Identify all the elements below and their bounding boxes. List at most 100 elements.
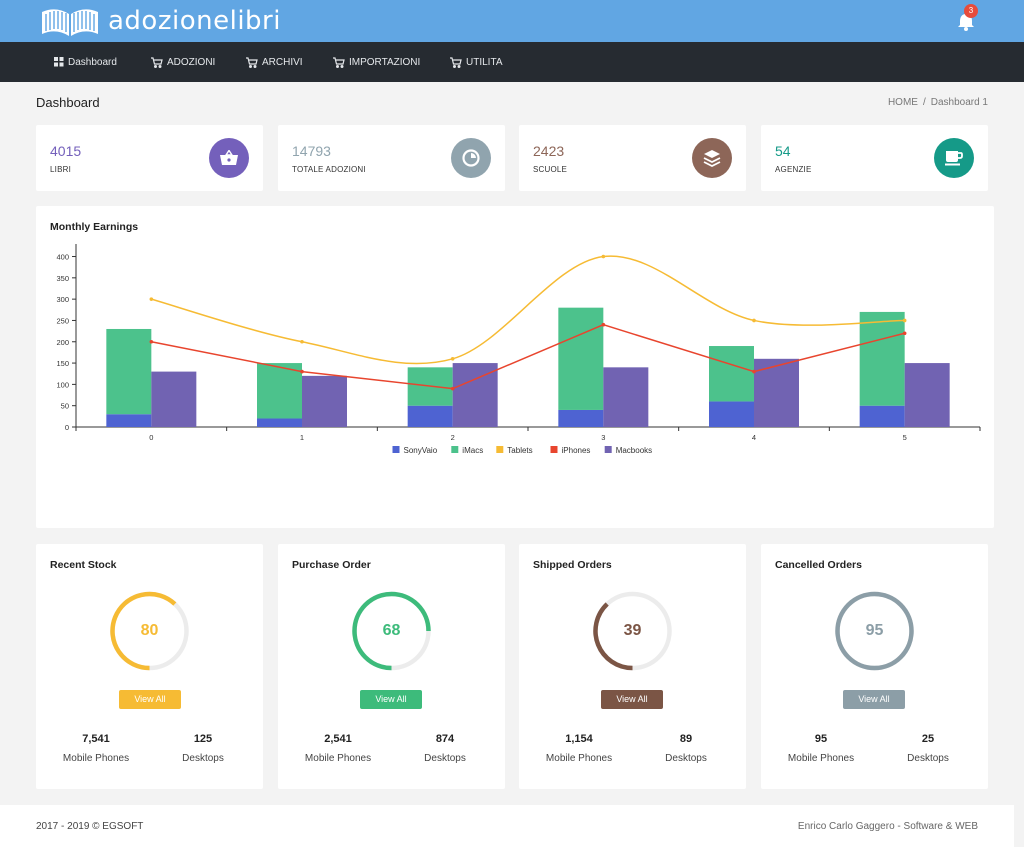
stat-label: TOTALE ADOZIONI bbox=[292, 165, 366, 174]
y-tick-label: 300 bbox=[56, 295, 69, 304]
view-all-data-button[interactable]: View All Data bbox=[119, 690, 181, 723]
bar-sonyvaio bbox=[257, 418, 302, 427]
footer-credit[interactable]: Enrico Carlo Gaggero - Software & WEB bbox=[797, 821, 978, 832]
breadcrumb-current: Dashboard 1 bbox=[930, 97, 988, 108]
x-tick-label: 2 bbox=[451, 433, 455, 442]
legend-label: Tablets bbox=[507, 446, 532, 455]
nav-utilita[interactable]: UTILITA bbox=[450, 42, 502, 82]
gauge-ring bbox=[593, 591, 672, 671]
nav-archivi[interactable]: ARCHIVI bbox=[246, 42, 303, 82]
nav-label: Dashboard bbox=[68, 56, 117, 68]
mobile-phones-label: Mobile Phones bbox=[545, 753, 613, 764]
notification-badge: 3 bbox=[964, 4, 978, 18]
legend-label: iMacs bbox=[462, 446, 483, 455]
gauge-value: 95 bbox=[865, 622, 884, 639]
bar-imacs bbox=[106, 328, 152, 415]
stat-value: 4015 bbox=[50, 143, 82, 159]
point-tablets bbox=[149, 297, 154, 301]
gauge-title: Shipped Orders bbox=[533, 559, 612, 571]
nav-adozioni[interactable]: ADOZIONI bbox=[151, 42, 215, 82]
bar-imacs bbox=[709, 346, 754, 402]
legend-swatch bbox=[604, 446, 612, 453]
bar-sonyvaio bbox=[709, 401, 754, 427]
view-all-data-button[interactable]: View All Data bbox=[360, 690, 422, 723]
mobile-phones-count: 7,541 bbox=[82, 733, 110, 745]
bar-macbooks bbox=[302, 375, 347, 427]
stat-value: 14793 bbox=[292, 143, 331, 159]
monthly-earnings-card: Monthly Earnings 0 50 100 150 200 250 300 350 40… bbox=[36, 206, 994, 528]
x-tick-label: 0 bbox=[149, 433, 153, 442]
y-tick-label: 250 bbox=[56, 316, 69, 325]
nav-dashboard[interactable]: Dashboard bbox=[54, 42, 117, 82]
bar-imacs bbox=[558, 307, 604, 410]
point-iphones bbox=[149, 339, 154, 344]
footer: 2017 - 2019 © EGSOFT Enrico Carlo Gagger… bbox=[0, 805, 1014, 847]
gauge-ring bbox=[835, 591, 914, 671]
gauge-value: 39 bbox=[623, 622, 642, 639]
y-tick-label: 400 bbox=[56, 253, 69, 262]
mobile-phones-count: 2,541 bbox=[324, 733, 352, 745]
legend-swatch bbox=[550, 446, 558, 453]
mobile-phones-label: Mobile Phones bbox=[787, 753, 855, 764]
cart-icon bbox=[450, 56, 462, 68]
point-tablets bbox=[902, 318, 907, 323]
gauge-ring bbox=[110, 591, 189, 671]
main-nav: Dashboard ADOZIONI ARCHIVI IMPORTAZIONI … bbox=[0, 42, 1024, 82]
x-tick-label: 1 bbox=[300, 433, 304, 442]
stat-card-libri: 4015 LIBRI bbox=[36, 125, 263, 191]
x-tick-label: 5 bbox=[903, 433, 907, 442]
desktops-count: 25 bbox=[921, 733, 935, 745]
bar-sonyvaio bbox=[106, 414, 152, 427]
bar-macbooks bbox=[904, 363, 950, 427]
logo[interactable]: adozionelibri bbox=[38, 4, 281, 38]
view-all-data-button[interactable]: View All Data bbox=[843, 690, 905, 723]
nav-label: IMPORTAZIONI bbox=[349, 56, 421, 68]
gauge-title: Purchase Order bbox=[292, 559, 371, 571]
desktops-count: 125 bbox=[193, 733, 213, 745]
legend-label: iPhones bbox=[562, 446, 591, 455]
stat-label: LIBRI bbox=[50, 165, 72, 174]
stat-label: AGENZIE bbox=[775, 165, 812, 174]
nav-label: ARCHIVI bbox=[262, 56, 303, 68]
stat-card-adozioni: 14793 TOTALE ADOZIONI bbox=[278, 125, 505, 191]
nav-label: ADOZIONI bbox=[167, 56, 216, 68]
top-bar: adozionelibri 3 bbox=[0, 0, 1024, 42]
y-tick-label: 100 bbox=[56, 380, 69, 389]
point-iphones bbox=[902, 331, 907, 336]
basket-icon bbox=[209, 138, 249, 178]
nav-importazioni[interactable]: IMPORTAZIONI bbox=[333, 42, 420, 82]
bar-imacs bbox=[257, 363, 302, 419]
bar-sonyvaio bbox=[407, 405, 453, 427]
legend-label: SonyVaio bbox=[404, 446, 438, 455]
x-tick-label: 4 bbox=[752, 433, 756, 442]
breadcrumb-home[interactable]: HOME bbox=[887, 97, 918, 108]
mobile-phones-label: Mobile Phones bbox=[304, 753, 372, 764]
legend-swatch bbox=[392, 446, 400, 453]
gauge-arc bbox=[835, 591, 914, 671]
open-book-icon bbox=[42, 9, 98, 36]
gauge-card-shipped-orders: Shipped Orders 39 View All Data 1,154 Mo… bbox=[519, 544, 746, 789]
logo-text: adozionelibri bbox=[108, 6, 281, 36]
point-tablets bbox=[300, 339, 304, 344]
bar-macbooks bbox=[452, 363, 498, 427]
gauge-ring bbox=[352, 591, 431, 671]
bar-sonyvaio bbox=[558, 409, 604, 427]
legend-label: Macbooks bbox=[616, 446, 652, 455]
bar-sonyvaio bbox=[859, 405, 905, 427]
view-all-data-button[interactable]: View All Data bbox=[601, 690, 663, 723]
legend-swatch bbox=[496, 446, 504, 453]
point-iphones bbox=[601, 322, 606, 327]
cup-icon bbox=[934, 138, 974, 178]
mobile-phones-count: 1,154 bbox=[565, 733, 593, 745]
grid-icon bbox=[54, 57, 64, 67]
legend-swatch bbox=[451, 446, 459, 453]
gauge-arc bbox=[110, 591, 177, 671]
point-iphones bbox=[752, 369, 756, 374]
line-tablets bbox=[151, 255, 905, 365]
y-tick-label: 50 bbox=[61, 402, 69, 411]
gauge-card-purchase-order: Purchase Order 68 View All Data 2,541 Mo… bbox=[278, 544, 505, 789]
gauge-arc bbox=[352, 591, 431, 671]
gauge-arc bbox=[593, 602, 633, 671]
gauge-title: Recent Stock bbox=[50, 559, 117, 571]
gauge-value: 68 bbox=[382, 622, 401, 639]
